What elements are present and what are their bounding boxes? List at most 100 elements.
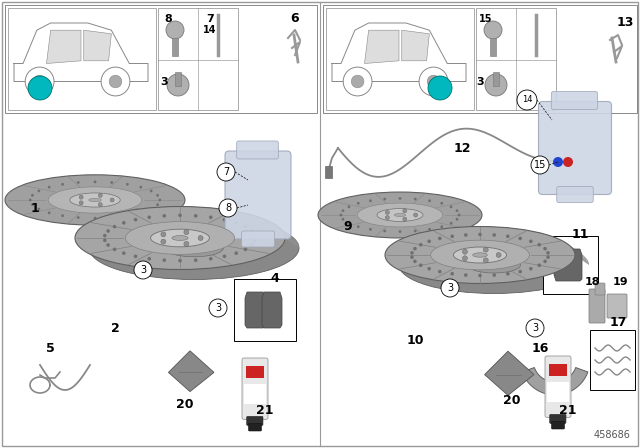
Polygon shape bbox=[462, 227, 481, 237]
Circle shape bbox=[441, 279, 459, 297]
Polygon shape bbox=[365, 30, 399, 64]
Circle shape bbox=[223, 218, 226, 221]
Polygon shape bbox=[216, 208, 235, 219]
Circle shape bbox=[451, 272, 454, 276]
Circle shape bbox=[399, 197, 401, 200]
Polygon shape bbox=[261, 218, 278, 229]
Circle shape bbox=[184, 230, 189, 235]
Circle shape bbox=[209, 257, 212, 261]
Polygon shape bbox=[145, 208, 164, 218]
Polygon shape bbox=[282, 230, 296, 241]
Text: 6: 6 bbox=[291, 12, 300, 25]
Ellipse shape bbox=[89, 198, 101, 202]
Circle shape bbox=[543, 247, 547, 250]
Polygon shape bbox=[392, 243, 408, 254]
Circle shape bbox=[134, 254, 138, 258]
Circle shape bbox=[526, 319, 544, 337]
Ellipse shape bbox=[399, 237, 589, 293]
Circle shape bbox=[484, 21, 502, 39]
Circle shape bbox=[184, 241, 189, 246]
Circle shape bbox=[553, 157, 563, 167]
FancyBboxPatch shape bbox=[595, 283, 605, 295]
FancyBboxPatch shape bbox=[551, 91, 598, 109]
Text: 9: 9 bbox=[344, 220, 352, 233]
Polygon shape bbox=[194, 207, 214, 217]
Circle shape bbox=[456, 209, 458, 212]
Circle shape bbox=[419, 67, 448, 96]
Circle shape bbox=[464, 273, 468, 277]
Circle shape bbox=[234, 221, 238, 224]
Ellipse shape bbox=[385, 227, 575, 284]
Polygon shape bbox=[483, 227, 502, 237]
Text: 3: 3 bbox=[447, 283, 453, 293]
Polygon shape bbox=[107, 214, 125, 225]
Bar bbox=[158, 8, 238, 110]
Circle shape bbox=[506, 272, 509, 276]
Polygon shape bbox=[564, 242, 580, 253]
Bar bbox=[5, 5, 317, 113]
Polygon shape bbox=[284, 233, 298, 245]
Ellipse shape bbox=[75, 207, 285, 270]
Polygon shape bbox=[76, 233, 90, 245]
Circle shape bbox=[419, 263, 422, 267]
Polygon shape bbox=[75, 237, 89, 248]
Polygon shape bbox=[99, 217, 117, 228]
Text: 11: 11 bbox=[572, 228, 589, 241]
Text: 20: 20 bbox=[503, 393, 521, 406]
Polygon shape bbox=[421, 232, 440, 242]
Circle shape bbox=[399, 230, 401, 233]
Polygon shape bbox=[172, 207, 191, 216]
Polygon shape bbox=[283, 231, 298, 243]
Circle shape bbox=[428, 75, 440, 88]
Polygon shape bbox=[284, 235, 299, 246]
Polygon shape bbox=[111, 213, 129, 224]
Circle shape bbox=[163, 258, 166, 262]
Polygon shape bbox=[80, 227, 96, 238]
Bar bbox=[547, 383, 569, 402]
Polygon shape bbox=[394, 242, 410, 253]
Polygon shape bbox=[47, 30, 81, 64]
Polygon shape bbox=[573, 249, 588, 260]
Bar bbox=[8, 8, 156, 110]
Polygon shape bbox=[477, 227, 497, 237]
Polygon shape bbox=[249, 214, 268, 225]
Polygon shape bbox=[413, 233, 431, 245]
Polygon shape bbox=[417, 233, 435, 244]
Polygon shape bbox=[103, 215, 121, 227]
Circle shape bbox=[529, 267, 532, 271]
Bar bbox=[244, 384, 266, 404]
FancyBboxPatch shape bbox=[538, 102, 611, 194]
Circle shape bbox=[538, 243, 541, 246]
Polygon shape bbox=[493, 227, 511, 237]
Circle shape bbox=[209, 299, 227, 317]
Circle shape bbox=[103, 239, 107, 242]
Text: 8: 8 bbox=[164, 14, 172, 24]
Polygon shape bbox=[221, 209, 240, 220]
Text: 18: 18 bbox=[584, 277, 600, 287]
Polygon shape bbox=[402, 30, 429, 61]
Polygon shape bbox=[553, 237, 570, 248]
Bar bbox=[493, 72, 499, 86]
Circle shape bbox=[348, 205, 350, 208]
Circle shape bbox=[99, 202, 102, 207]
Text: 14: 14 bbox=[522, 95, 532, 104]
Polygon shape bbox=[448, 228, 467, 238]
Circle shape bbox=[150, 208, 152, 211]
Ellipse shape bbox=[453, 247, 507, 263]
Polygon shape bbox=[120, 211, 138, 222]
Bar bbox=[323, 5, 637, 113]
Polygon shape bbox=[575, 252, 589, 263]
Circle shape bbox=[348, 222, 350, 224]
Circle shape bbox=[38, 190, 40, 192]
Circle shape bbox=[413, 247, 417, 250]
Circle shape bbox=[428, 267, 431, 271]
Circle shape bbox=[194, 258, 198, 262]
Circle shape bbox=[428, 76, 452, 100]
Circle shape bbox=[109, 75, 122, 88]
Polygon shape bbox=[226, 210, 245, 220]
Polygon shape bbox=[390, 245, 406, 256]
Circle shape bbox=[194, 214, 198, 218]
Circle shape bbox=[413, 259, 417, 263]
Polygon shape bbox=[124, 211, 143, 221]
Polygon shape bbox=[84, 224, 101, 235]
